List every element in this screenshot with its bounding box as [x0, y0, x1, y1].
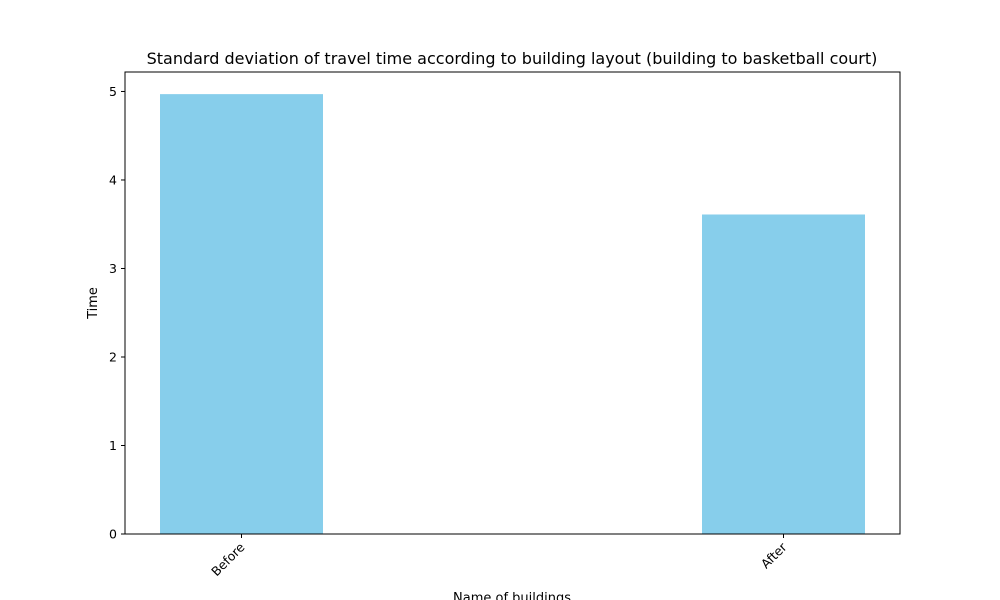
bar-before — [160, 94, 323, 534]
y-tick-label: 0 — [109, 527, 117, 542]
x-axis: Before After — [208, 534, 790, 579]
x-axis-label: Name of buildings — [453, 591, 571, 600]
y-axis-label: Time — [86, 287, 101, 320]
y-tick-label: 3 — [109, 261, 117, 276]
y-tick-label: 5 — [109, 84, 117, 99]
y-tick-label: 4 — [109, 172, 117, 187]
x-tick-label-after: After — [758, 539, 790, 571]
y-axis: 0 1 2 3 4 5 — [109, 84, 125, 542]
chart-title: Standard deviation of travel time accord… — [147, 49, 878, 68]
y-tick-label: 2 — [109, 349, 117, 364]
bar-after — [702, 214, 865, 534]
x-tick-label-before: Before — [208, 539, 248, 579]
y-tick-label: 1 — [109, 438, 117, 453]
bars-group — [160, 94, 865, 534]
plot-frame — [124, 71, 901, 535]
